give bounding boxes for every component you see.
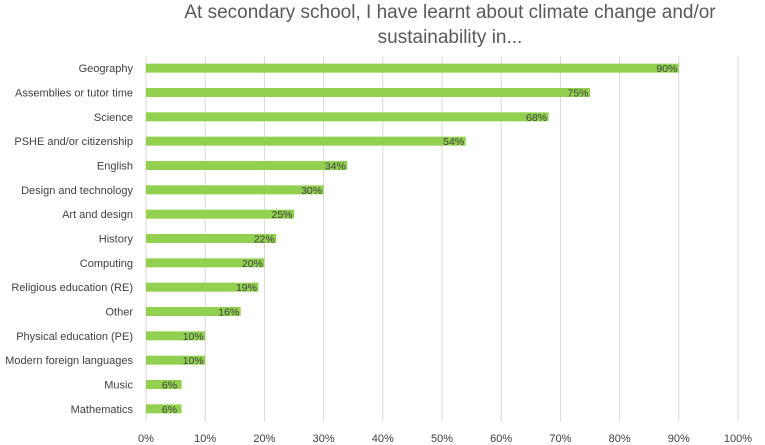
category-label: Music bbox=[104, 380, 133, 392]
bar bbox=[146, 88, 590, 97]
category-label: Mathematics bbox=[71, 404, 134, 416]
data-label: 34% bbox=[325, 161, 346, 173]
data-label: 10% bbox=[183, 355, 204, 367]
category-label: Religious education (RE) bbox=[11, 282, 133, 294]
category-label: History bbox=[99, 234, 134, 246]
data-labels: 90% 75% 68% 54% 34%30% 25% 22% 20% 19% 16% 10% 10% 6… bbox=[162, 63, 677, 416]
data-label: 68% bbox=[526, 112, 547, 124]
category-label: English bbox=[97, 161, 133, 173]
data-label: 20% bbox=[242, 258, 263, 270]
x-axis-tick-labels: 0% 10% 20% 30% 40% 50% 60% 70% 80% 90% 100% bbox=[138, 433, 752, 445]
data-label: 6% bbox=[162, 404, 177, 416]
x-tick-label: 90% bbox=[668, 433, 690, 445]
category-label: Modern foreign languages bbox=[5, 355, 133, 367]
x-tick-label: 50% bbox=[431, 433, 453, 445]
bar bbox=[146, 234, 277, 243]
bar bbox=[146, 404, 182, 414]
x-tick-label: 30% bbox=[313, 433, 335, 445]
data-label: 19% bbox=[236, 282, 257, 294]
data-label: 75% bbox=[567, 88, 588, 100]
x-tick-label: 100% bbox=[724, 433, 752, 445]
data-label: 22% bbox=[254, 234, 275, 246]
category-label: Science bbox=[94, 112, 133, 124]
bar bbox=[146, 63, 679, 73]
bar bbox=[146, 307, 241, 316]
data-label: 6% bbox=[162, 380, 177, 392]
bar bbox=[146, 161, 348, 170]
category-label: Other bbox=[105, 307, 133, 319]
bars bbox=[146, 63, 679, 414]
bar bbox=[146, 185, 324, 195]
data-label: 30% bbox=[301, 185, 322, 197]
x-tick-label: 80% bbox=[609, 433, 631, 445]
x-tick-label: 60% bbox=[490, 433, 512, 445]
data-label: 10% bbox=[183, 331, 204, 343]
category-label: Computing bbox=[80, 258, 133, 270]
chart-title: At secondary school, I have learnt about… bbox=[184, 2, 716, 48]
x-tick-label: 40% bbox=[372, 433, 394, 445]
bar bbox=[146, 380, 182, 389]
bar bbox=[146, 209, 294, 219]
bar bbox=[146, 112, 549, 122]
data-label: 54% bbox=[443, 136, 464, 148]
x-tick-label: 70% bbox=[549, 433, 571, 445]
category-label: Assemblies or tutor time bbox=[15, 88, 133, 100]
data-label: 25% bbox=[271, 209, 292, 221]
x-tick-label: 20% bbox=[253, 433, 275, 445]
bar bbox=[146, 258, 265, 268]
x-tick-label: 10% bbox=[194, 433, 216, 445]
x-tick-label: 0% bbox=[138, 433, 154, 445]
category-labels: Geography Assemblies or tutor time Science… bbox=[5, 63, 133, 416]
data-label: 16% bbox=[218, 307, 239, 319]
category-label: Geography bbox=[79, 63, 134, 75]
data-label: 90% bbox=[656, 63, 677, 75]
bar bbox=[146, 282, 259, 292]
category-label: Physical education (PE) bbox=[16, 331, 133, 343]
category-label: Art and design bbox=[62, 209, 133, 221]
category-label: PSHE and/or citizenship bbox=[14, 136, 133, 148]
bar bbox=[146, 355, 206, 365]
bar bbox=[146, 136, 466, 146]
bar bbox=[146, 331, 206, 341]
category-label: Design and technology bbox=[21, 185, 133, 197]
